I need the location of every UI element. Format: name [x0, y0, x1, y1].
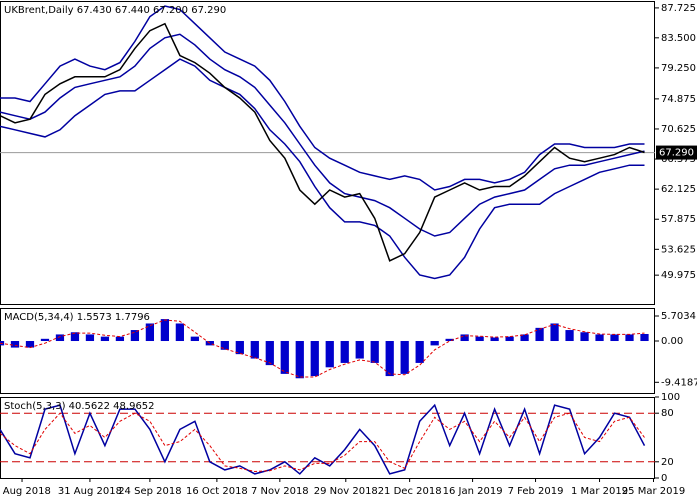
pane-frame: [0, 308, 655, 394]
macd-bar: [460, 334, 469, 342]
macd-bar: [550, 323, 559, 342]
pane-title: UKBrent,Daily 67.430 67.440 67.200 67.29…: [4, 5, 226, 16]
macd-bar: [250, 341, 259, 359]
x-tick-label: 31 Aug 2018: [58, 486, 122, 497]
macd-bar: [235, 341, 244, 355]
macd-bar: [565, 330, 574, 342]
macd-bar: [280, 341, 289, 374]
y-tick-label: 83.500: [661, 33, 696, 44]
macd-bar: [340, 341, 349, 363]
macd-bar: [475, 336, 484, 342]
series-line: [0, 22, 645, 262]
macd-bar: [85, 334, 95, 342]
x-tick-label: 7 Nov 2018: [251, 486, 309, 497]
macd-bar: [10, 341, 20, 348]
macd-bar: [595, 334, 604, 342]
macd-bar: [610, 334, 619, 342]
macd-bar: [580, 332, 589, 342]
macd-bar: [400, 341, 409, 374]
last-price-label: 67.290: [659, 148, 694, 159]
y-tick-label: 70.625: [661, 124, 696, 135]
macd-bar: [295, 341, 304, 379]
x-tick-label: 9 Aug 2018: [0, 486, 51, 497]
y-tick-label: 80: [661, 408, 674, 419]
macd-bar: [325, 341, 334, 368]
macd-bar: [265, 341, 274, 366]
pane-title: MACD(5,34,4) 1.5573 1.7796: [4, 312, 150, 323]
x-tick-label: 16 Jan 2019: [443, 486, 503, 497]
pane-frame: [0, 397, 655, 479]
macd-bar: [160, 319, 169, 342]
macd-bar: [190, 336, 199, 342]
macd-bar: [535, 327, 544, 342]
y-tick-label: 57.875: [661, 214, 696, 225]
macd-bar: [640, 333, 649, 342]
y-tick-label: 53.625: [661, 244, 696, 255]
macd-bar: [70, 332, 80, 342]
x-tick-label: 29 Nov 2018: [314, 486, 378, 497]
pane-title: Stoch(5,3,3) 40.5622 48.9652: [4, 401, 155, 412]
x-tick-label: 25 Mar 2019: [622, 486, 685, 497]
last-price-box: [656, 145, 697, 160]
macd-bar: [115, 336, 125, 342]
x-tick-label: 7 Feb 2019: [508, 486, 564, 497]
macd-bar: [130, 330, 140, 342]
series-line: [0, 412, 645, 473]
macd-bar: [385, 341, 394, 377]
x-tick-label: 1 Mar 2019: [571, 486, 628, 497]
macd-bar: [415, 341, 424, 363]
macd-bar: [55, 334, 65, 342]
x-tick-label: 16 Oct 2018: [186, 486, 248, 497]
y-tick-label: 5.7034: [661, 311, 696, 322]
y-tick-label: 49.975: [661, 270, 696, 281]
y-tick-label: 20: [661, 457, 674, 468]
series-line: [0, 319, 645, 378]
series-line: [0, 403, 646, 475]
y-tick-label: 0: [661, 473, 667, 484]
y-tick-label: 79.250: [661, 63, 696, 74]
y-tick-label: 87.725: [661, 3, 696, 14]
y-tick-label: -9.4187: [661, 377, 697, 388]
macd-bar: [505, 336, 514, 342]
macd-bar: [430, 341, 439, 346]
y-tick-label: 74.875: [661, 94, 696, 105]
x-tick-label: 21 Dec 2018: [378, 486, 442, 497]
macd-bar: [520, 334, 529, 342]
macd-bar: [205, 341, 214, 346]
macd-bar: [370, 341, 379, 363]
macd-bar: [310, 341, 319, 377]
macd-bar: [175, 323, 184, 342]
x-tick-label: 24 Sep 2018: [118, 486, 181, 497]
y-tick-label: 0.00: [661, 336, 683, 347]
series-line: [0, 5, 645, 191]
macd-bar: [100, 336, 110, 342]
macd-bar: [355, 341, 364, 359]
macd-bar: [490, 337, 499, 342]
macd-bar: [445, 338, 454, 342]
y-tick-label: 62.125: [661, 184, 696, 195]
macd-bar: [25, 341, 35, 348]
macd-bar: [625, 334, 634, 342]
macd-bar: [220, 341, 229, 350]
y-tick-label: 100: [661, 392, 680, 403]
macd-bar: [145, 323, 155, 342]
series-line: [0, 58, 645, 280]
series-line: [0, 33, 645, 237]
macd-bar: [40, 338, 50, 342]
